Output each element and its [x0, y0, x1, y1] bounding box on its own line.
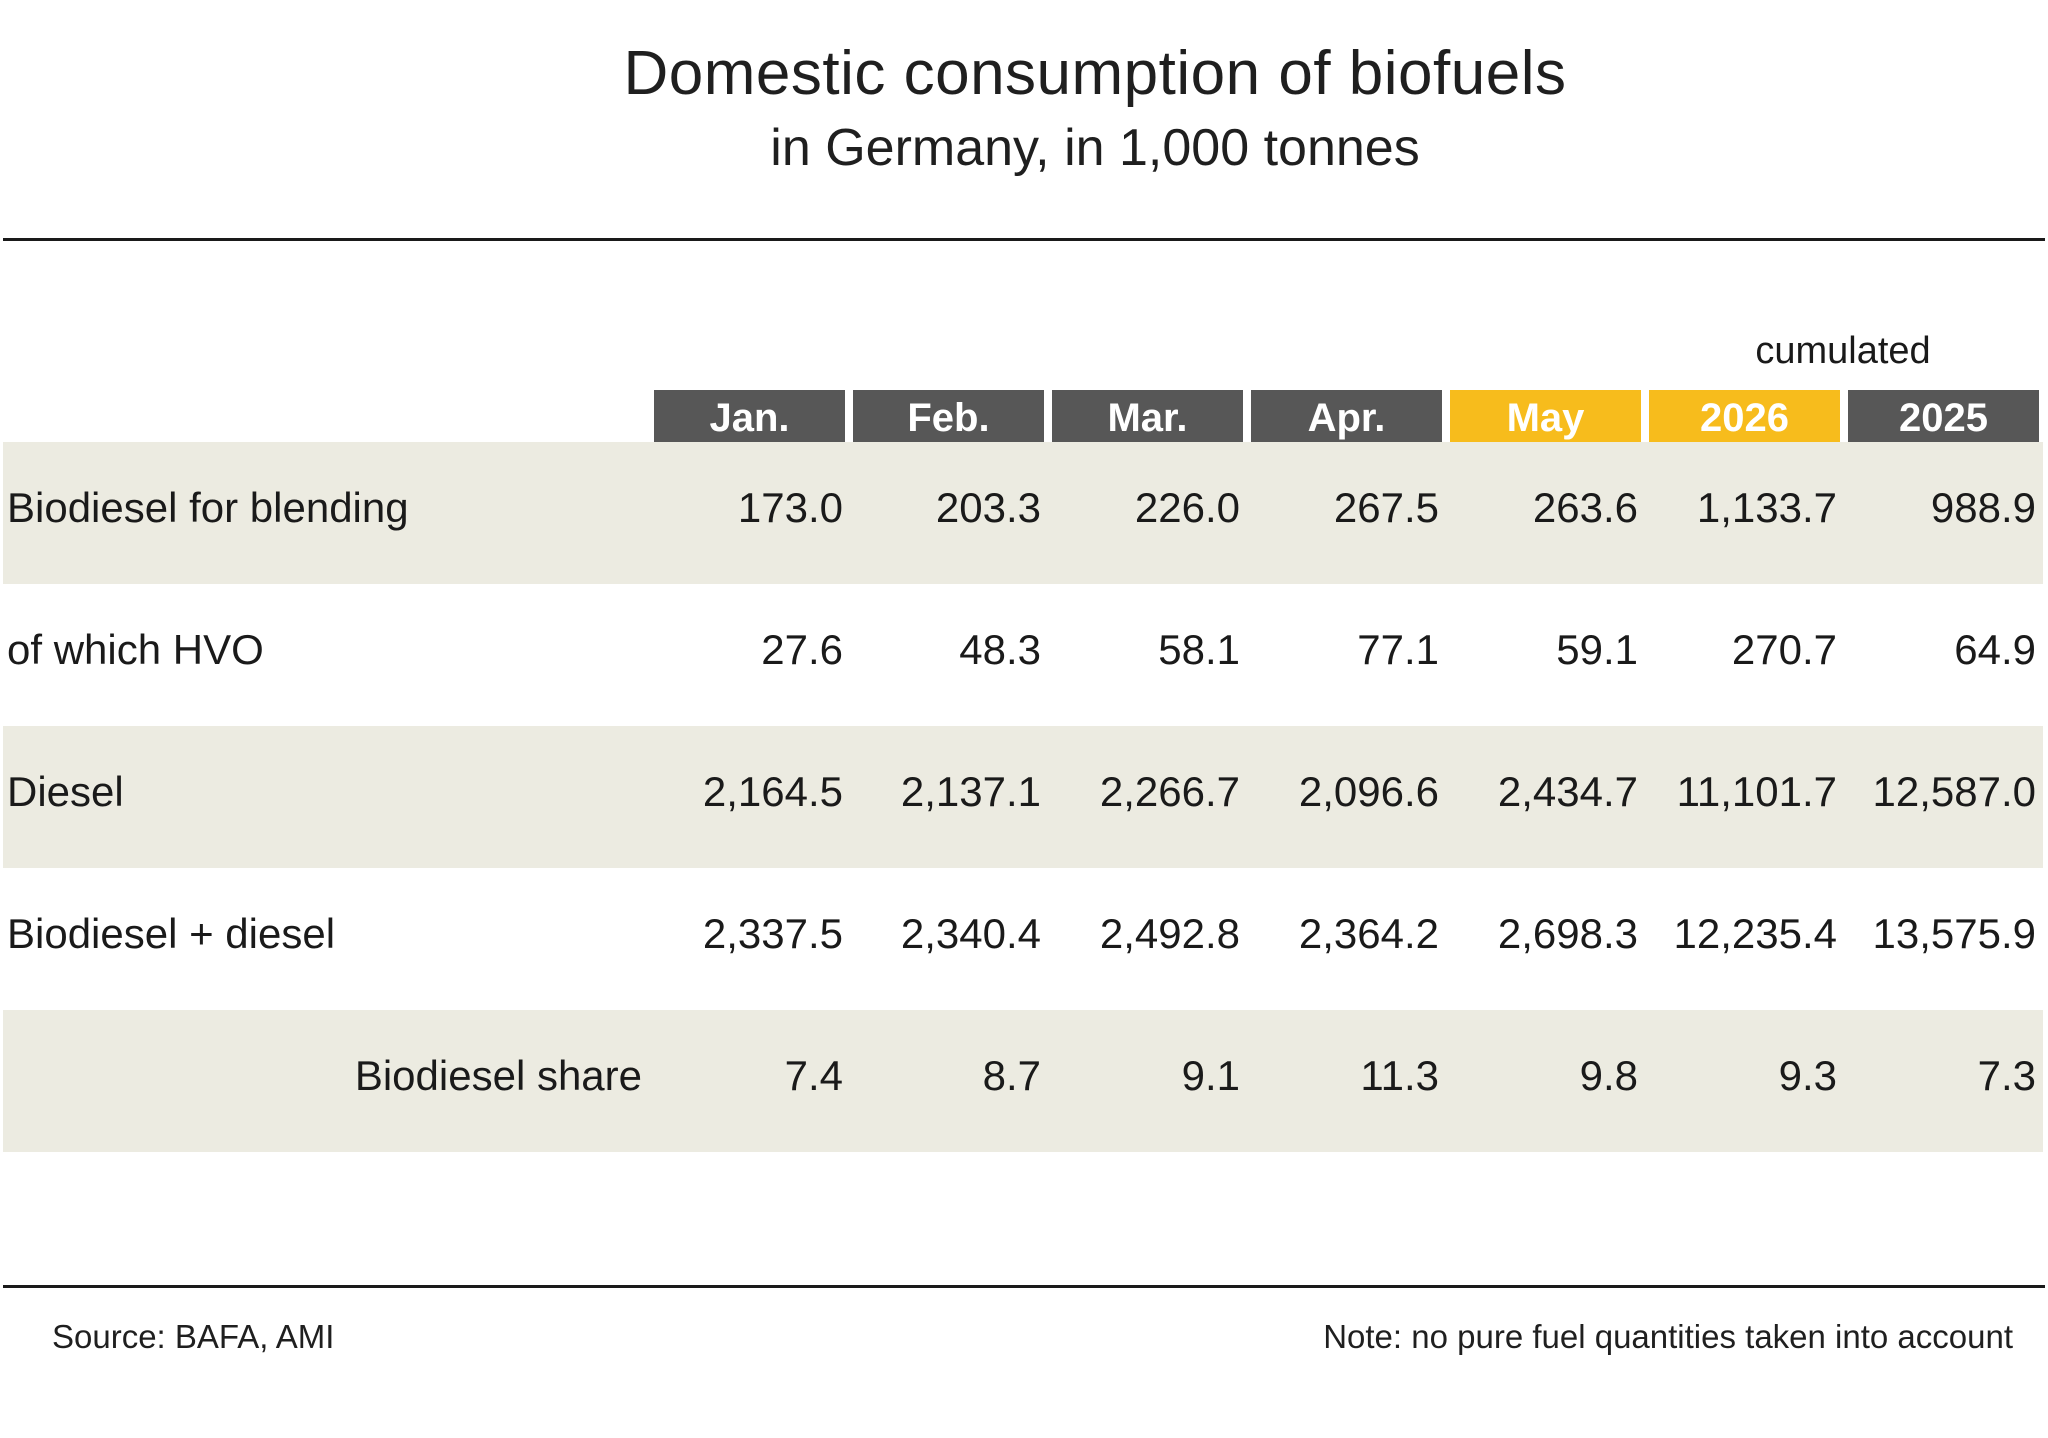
- table-cell: 11,101.7: [1676, 768, 1837, 815]
- column-header-1: Feb.: [853, 390, 1044, 442]
- table-cell: 11.3: [1360, 1052, 1439, 1099]
- source-note: Source: BAFA, AMI: [52, 1318, 335, 1355]
- table-cell: 203.3: [935, 484, 1041, 531]
- table-cell: 226.0: [1134, 484, 1240, 531]
- table-cell: 2,364.2: [1298, 910, 1439, 957]
- table-cell: 7.4: [784, 1052, 843, 1099]
- table-cell: 77.1: [1357, 626, 1439, 673]
- row-label: Biodiesel share: [354, 1052, 642, 1099]
- top-divider: [3, 238, 2045, 241]
- table-cell: 8.7: [982, 1052, 1041, 1099]
- row-label: of which HVO: [7, 626, 264, 673]
- table-cell: 58.1: [1158, 626, 1240, 673]
- column-header-4: May: [1450, 390, 1641, 442]
- table-cell: 12,235.4: [1673, 910, 1838, 957]
- table-cell: 2,096.6: [1298, 768, 1439, 815]
- column-header-6: 2025: [1848, 390, 2039, 442]
- table-cell: 7.3: [1977, 1052, 2036, 1099]
- cumulated-label: cumulated: [1755, 330, 1931, 372]
- table-cell: 2,266.7: [1099, 768, 1240, 815]
- column-header-0: Jan.: [654, 390, 845, 442]
- column-header-2: Mar.: [1052, 390, 1243, 442]
- bottom-divider: [3, 1285, 2045, 1288]
- row-label: Biodiesel for blending: [7, 484, 409, 531]
- table-cell: 2,492.8: [1099, 910, 1240, 957]
- table-cell: 2,337.5: [702, 910, 843, 957]
- table-cell: 173.0: [737, 484, 843, 531]
- footnote: Note: no pure fuel quantities taken into…: [1323, 1318, 2013, 1355]
- table-cell: 988.9: [1930, 484, 2036, 531]
- table-cell: 2,164.5: [702, 768, 843, 815]
- chart-subtitle: in Germany, in 1,000 tonnes: [770, 119, 1420, 177]
- table-cell: 267.5: [1333, 484, 1439, 531]
- table-cell: 2,137.1: [900, 768, 1041, 815]
- table-cell: 12,587.0: [1872, 768, 2037, 815]
- table-cell: 2,434.7: [1497, 768, 1638, 815]
- table-cell: 9.8: [1579, 1052, 1638, 1099]
- table-cell: 48.3: [959, 626, 1041, 673]
- table-cell: 2,698.3: [1497, 910, 1638, 957]
- table-row: [3, 1010, 2043, 1152]
- column-header-5: 2026: [1649, 390, 1840, 442]
- table-row: [3, 442, 2043, 584]
- table-row: [3, 726, 2043, 868]
- table-cell: 270.7: [1731, 626, 1837, 673]
- table-cell: 59.1: [1556, 626, 1638, 673]
- row-label: Biodiesel + diesel: [7, 910, 336, 957]
- chart-title: Domestic consumption of biofuels: [623, 39, 1567, 108]
- table-cell: 1,133.7: [1696, 484, 1837, 531]
- table-cell: 27.6: [761, 626, 843, 673]
- table-cell: 64.9: [1954, 626, 2036, 673]
- table-cell: 2,340.4: [900, 910, 1041, 957]
- table-cell: 263.6: [1532, 484, 1638, 531]
- row-label: Diesel: [7, 768, 124, 815]
- table-cell: 13,575.9: [1872, 910, 2037, 957]
- column-header-3: Apr.: [1251, 390, 1442, 442]
- table-cell: 9.1: [1181, 1052, 1240, 1099]
- table-cell: 9.3: [1778, 1052, 1837, 1099]
